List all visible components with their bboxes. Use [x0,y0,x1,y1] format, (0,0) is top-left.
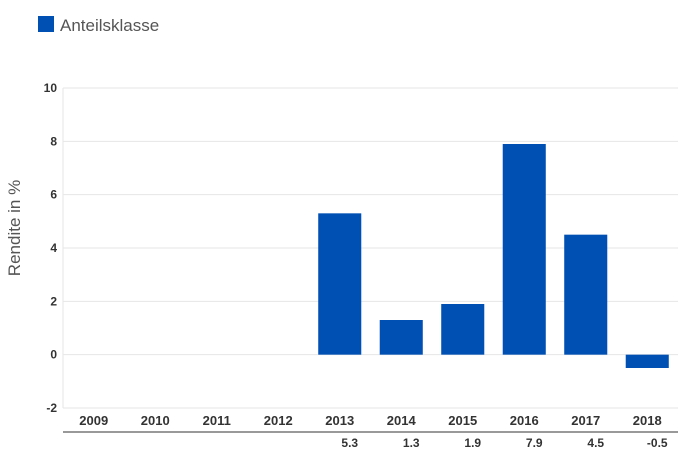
x-tick-label: 2014 [387,413,417,428]
legend-label: Anteilsklasse [60,16,159,35]
bar-2014[interactable] [379,320,423,355]
x-tick-label: 2016 [510,413,539,428]
x-tick-label: 2011 [203,413,231,428]
value-label-2017: 4.5 [587,436,604,450]
x-tick-label: 2018 [633,413,662,428]
bar-2016[interactable] [502,144,546,355]
y-tick-label: 0 [50,348,57,362]
x-tick-label: 2010 [141,413,170,428]
y-axis-ticks: 10 8 6 4 2 0 -2 [44,81,58,415]
x-axis-ticks: 2009 2010 2011 2012 2013 2014 2015 2016 2017 2018 [79,413,661,428]
value-label-2014: 1.3 [403,436,420,450]
y-tick-label: 8 [50,134,57,148]
x-tick-label: 2009 [79,413,108,428]
x-tick-label: 2017 [571,413,600,428]
x-tick-label: 2012 [264,413,293,428]
y-axis-title: Rendite in % [5,180,24,276]
bar-2013[interactable] [318,213,362,355]
gridlines [62,87,678,409]
value-label-2018: -0.5 [647,436,668,450]
y-tick-label: 4 [50,241,57,255]
value-label-2013: 5.3 [341,436,358,450]
y-tick-label: -2 [46,401,57,415]
y-tick-label: 2 [50,294,57,308]
bar-2018[interactable] [625,354,669,368]
y-tick-label: 6 [50,188,57,202]
y-tick-label: 10 [44,81,58,95]
legend[interactable]: Anteilsklasse [38,16,159,35]
value-label-2016: 7.9 [526,436,543,450]
value-labels: 5.3 1.3 1.9 7.9 4.5 -0.5 [341,436,668,450]
bar-2017[interactable] [564,234,608,355]
bars [318,144,669,368]
value-label-2015: 1.9 [464,436,481,450]
x-tick-label: 2015 [448,413,477,428]
x-tick-label: 2013 [325,413,354,428]
bar-2015[interactable] [441,304,485,355]
legend-swatch [38,16,54,32]
